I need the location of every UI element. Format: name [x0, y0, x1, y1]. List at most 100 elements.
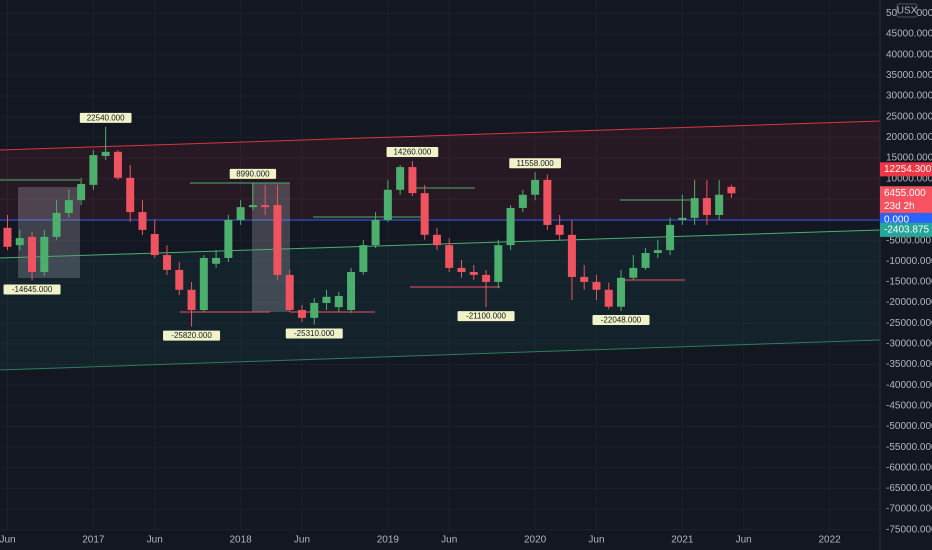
y-tick-label: -15000.000: [886, 277, 932, 288]
y-tick-label: -30000.000: [886, 339, 932, 350]
swing-label-bg: [592, 315, 650, 326]
currency-label: USX: [897, 6, 918, 17]
y-tick-label: -35000.000: [886, 359, 932, 370]
swing-label-bg: [457, 311, 515, 322]
price-badge-label: 0.000: [884, 215, 909, 226]
swing-label: 11558.000: [516, 159, 554, 168]
y-tick-label: 15000.000: [886, 153, 932, 164]
x-tick-label: 2021: [671, 535, 694, 546]
y-tick-label: -5000.000: [886, 235, 931, 246]
candle-body: [396, 167, 405, 190]
candle-body: [359, 245, 368, 273]
candle-body: [248, 205, 257, 208]
candle-body: [715, 194, 724, 216]
candle-body: [629, 267, 638, 278]
swing-label-bg: [79, 112, 132, 123]
swing-label: -25310.000: [294, 329, 335, 338]
x-tick-label: 2020: [524, 535, 547, 546]
candle-body: [727, 186, 736, 194]
candle-body: [408, 167, 417, 194]
candle-body: [420, 193, 429, 235]
upper-zone: [0, 121, 880, 220]
price-badge-label: -2403.875: [884, 225, 929, 236]
swing-label: 14260.000: [393, 148, 431, 157]
x-tick-label: Jun: [147, 535, 163, 546]
swing-label-bg: [285, 328, 343, 339]
candle-body: [543, 179, 552, 225]
price-badge-label: 12254.300: [884, 164, 932, 175]
candle-body: [334, 295, 343, 308]
y-tick-label: 35000.000: [886, 70, 932, 81]
candle-body: [469, 272, 478, 275]
swing-label: -14645.000: [12, 285, 53, 294]
candles: [3, 126, 736, 327]
candle-body: [531, 179, 540, 195]
candle-body: [150, 234, 159, 256]
candle-body: [175, 269, 184, 290]
swing-label: 8990.000: [236, 169, 270, 178]
candle-body: [101, 151, 110, 156]
x-tick-label: Jun: [736, 535, 752, 546]
candle-body: [3, 227, 12, 247]
x-tick-label: 2018: [230, 535, 253, 546]
swing-label-bg: [386, 147, 439, 158]
candle-body: [64, 200, 73, 213]
candle-body: [641, 253, 650, 268]
candle-body: [555, 224, 564, 235]
price-badge: [880, 186, 932, 215]
swing-label-bg: [3, 284, 61, 295]
x-tick-label: Jun: [0, 535, 16, 546]
candle-body: [285, 274, 294, 311]
channel-bottom: [0, 339, 881, 371]
y-tick-label: -75000.000: [886, 524, 932, 535]
candle-body: [199, 257, 208, 311]
x-tick-label: Jun: [588, 535, 604, 546]
swing-label-bg: [163, 330, 221, 341]
swing-label-bg: [229, 168, 277, 179]
y-tick-label: 10000.000: [886, 173, 932, 184]
candle-body: [261, 205, 270, 208]
candle-body: [653, 250, 662, 254]
candle-body: [15, 238, 24, 246]
candle-body: [666, 224, 675, 251]
y-tick-label: -65000.000: [886, 483, 932, 494]
candle-body: [445, 245, 454, 268]
price-badge: [880, 162, 932, 177]
candle-body: [347, 272, 356, 311]
candle-body: [40, 236, 49, 273]
x-tick-label: Jun: [441, 535, 457, 546]
candle-body: [482, 274, 491, 282]
y-tick-label: 25000.000: [886, 111, 932, 122]
countdown-label: 23d 2h: [884, 201, 915, 212]
y-tick-label: 40000.000: [886, 49, 932, 60]
swing-label-bg: [509, 158, 561, 169]
swing-label: -22048.000: [601, 316, 642, 325]
candle-body: [617, 277, 625, 307]
x-tick-label: Jun: [294, 535, 310, 546]
price-badge: [880, 222, 932, 237]
y-tick-label: 20000.000: [886, 132, 932, 143]
candle-body: [310, 302, 319, 318]
y-tick-label: -70000.000: [886, 504, 932, 515]
swing-label: -25820.000: [171, 331, 212, 340]
y-tick-label: -10000.000: [886, 256, 932, 267]
candle-body: [457, 267, 466, 273]
candle-body: [506, 207, 515, 246]
y-tick-label: -60000.000: [886, 462, 932, 473]
candle-body: [592, 281, 601, 290]
candle-body: [89, 155, 98, 185]
labels: 22540.000 8990.000 14260.000 11558.000 -1464…: [3, 112, 650, 341]
candle-body: [371, 219, 380, 246]
currency-badge: [896, 3, 918, 18]
candle-body: [224, 219, 233, 258]
candle-body: [580, 276, 589, 282]
grid: [0, 219, 880, 221]
price-badge-label: 6455.000: [884, 188, 926, 199]
candle-body: [432, 234, 441, 246]
y-tick-label: -50000.000: [886, 421, 932, 432]
candle-body: [187, 289, 196, 311]
y-tick-label: -20000.000: [886, 297, 932, 308]
y-tick-label: -25000.000: [886, 318, 932, 329]
